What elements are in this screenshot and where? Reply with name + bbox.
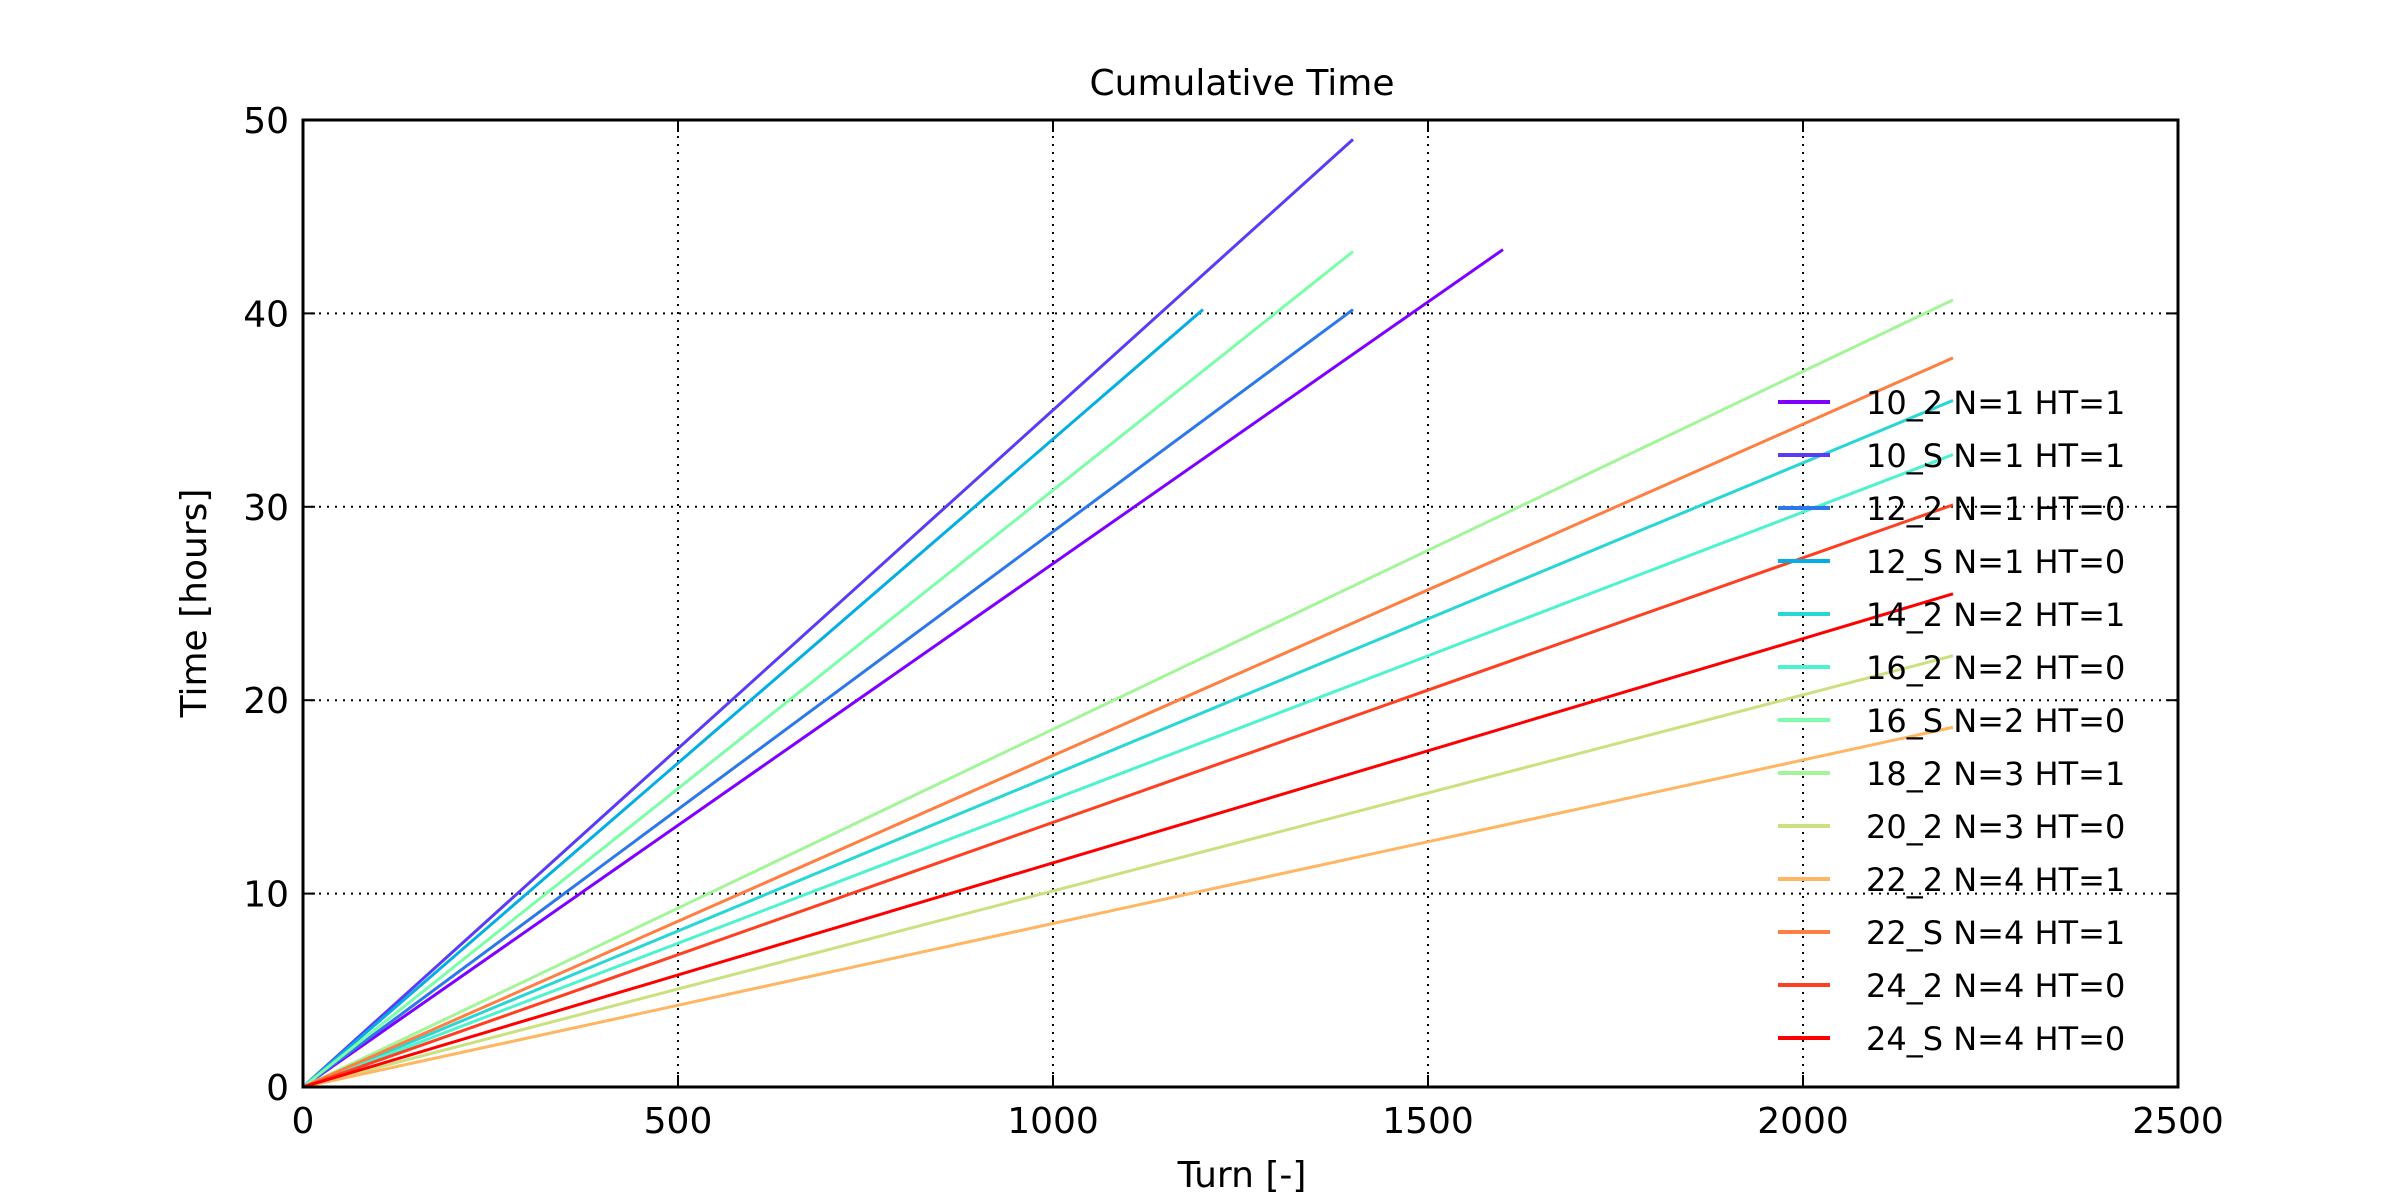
series-line-7 [302, 298, 1954, 1089]
series-line-4 [302, 399, 1954, 1089]
legend-label-9: 22_2 N=4 HT=1 [1866, 861, 2125, 899]
legend-label-1: 10_S N=1 HT=1 [1866, 437, 2125, 475]
series-line-5 [302, 453, 1954, 1089]
x-tick-label-0: 0 [292, 1101, 315, 1142]
series-line-2 [302, 308, 1354, 1089]
legend-label-10: 22_S N=4 HT=1 [1866, 914, 2125, 952]
legend-label-7: 18_2 N=3 HT=1 [1866, 755, 2125, 793]
legend-label-6: 16_S N=2 HT=0 [1866, 702, 2125, 740]
legend-label-11: 24_2 N=4 HT=0 [1866, 967, 2125, 1005]
series-line-8 [302, 654, 1954, 1089]
x-tick-label-5: 2500 [2132, 1101, 2224, 1142]
series-line-10 [302, 356, 1954, 1089]
y-tick-label-3: 30 [243, 488, 289, 529]
x-tick-label-2: 1000 [1007, 1101, 1099, 1142]
legend-label-0: 10_2 N=1 HT=1 [1866, 384, 2125, 422]
series-line-0 [302, 248, 1504, 1089]
series-line-1 [301, 138, 1355, 1089]
grid-lines [303, 120, 2178, 1087]
series-line-9 [302, 725, 1954, 1089]
x-axis-label: Turn [-] [1177, 1155, 1307, 1196]
series-lines [301, 138, 1954, 1089]
legend-label-2: 12_2 N=1 HT=0 [1866, 490, 2125, 528]
legend-label-5: 16_2 N=2 HT=0 [1866, 649, 2125, 687]
chart-title: Cumulative Time [1089, 63, 1394, 104]
y-tick-label-2: 20 [243, 681, 289, 722]
y-tick-label-1: 10 [243, 875, 289, 916]
series-line-12 [302, 592, 1954, 1089]
x-tick-label-3: 1500 [1382, 1101, 1474, 1142]
plot-frame [301, 118, 2180, 1089]
legend-label-12: 24_S N=4 HT=0 [1866, 1020, 2125, 1058]
x-tick-label-4: 2000 [1757, 1101, 1849, 1142]
y-axis-ticks: 0 10 20 30 40 50 [243, 101, 2178, 1109]
y-axis-label: Time [hours] [174, 489, 215, 719]
legend-label-8: 20_2 N=3 HT=0 [1866, 808, 2125, 846]
legend-label-4: 14_2 N=2 HT=1 [1866, 596, 2125, 634]
legend: 10_2 N=1 HT=1 10_S N=1 HT=1 12_2 N=1 HT=0 1… [1778, 384, 2125, 1058]
x-axis-ticks: 0 500 1000 1500 2000 2500 [292, 120, 2224, 1142]
x-tick-label-1: 500 [644, 1101, 713, 1142]
series-line-3 [302, 308, 1204, 1089]
y-tick-label-5: 50 [243, 101, 289, 142]
series-line-11 [302, 503, 1954, 1089]
legend-label-3: 12_S N=1 HT=0 [1866, 543, 2125, 581]
y-tick-label-0: 0 [266, 1068, 289, 1109]
series-line-6 [302, 250, 1354, 1089]
y-tick-label-4: 40 [243, 294, 289, 335]
